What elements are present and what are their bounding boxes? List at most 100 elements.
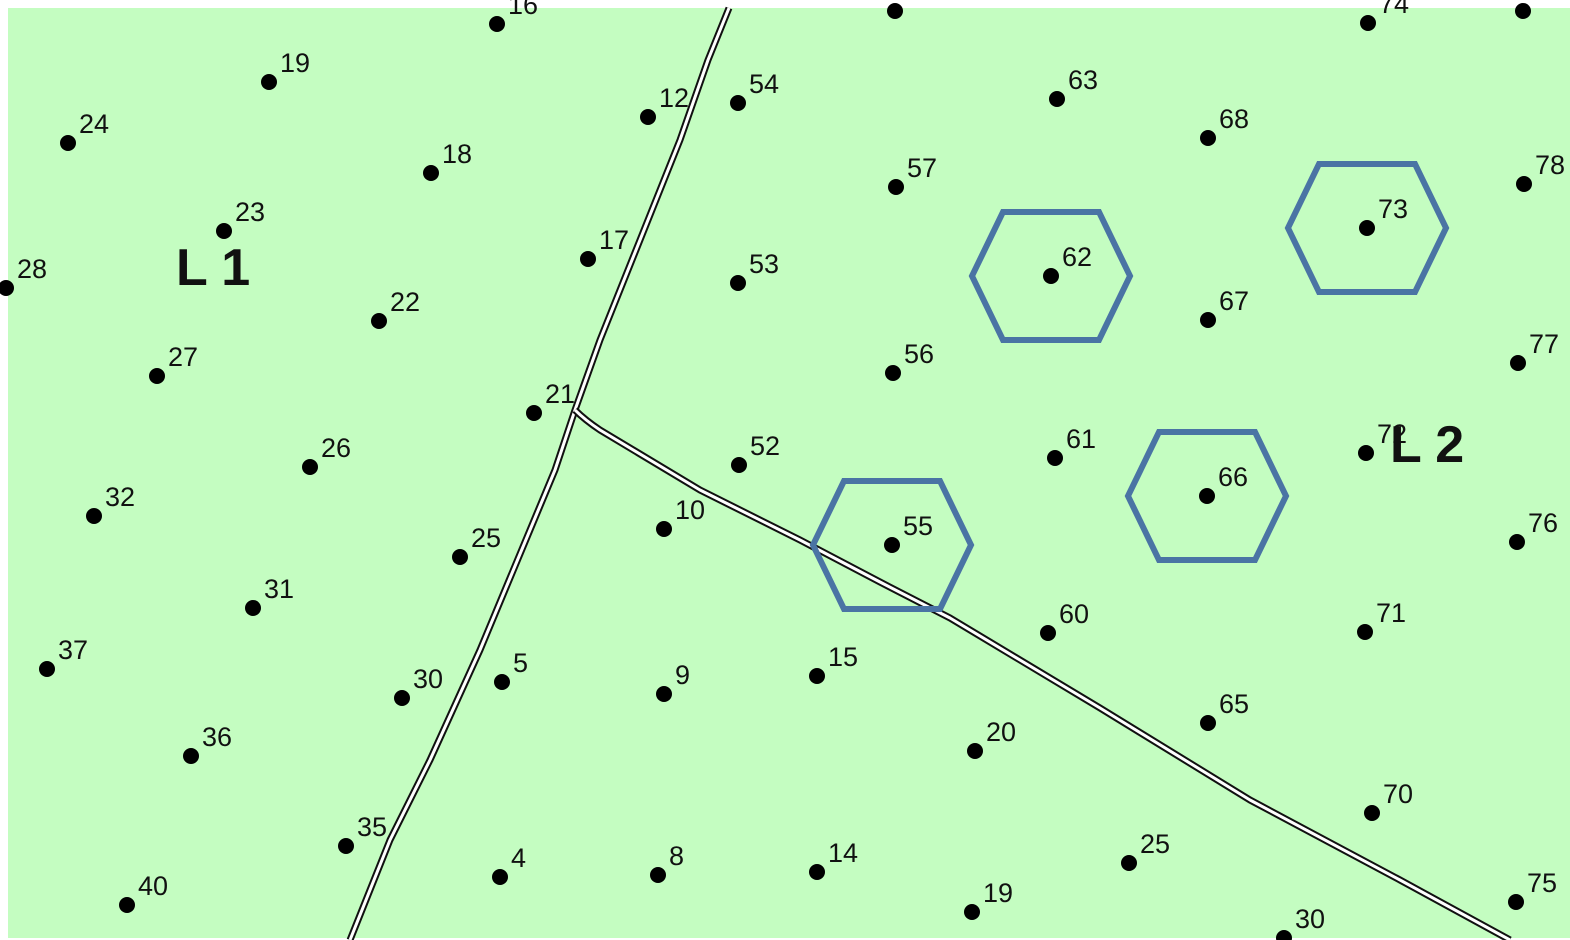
survey-point-p53[interactable]: 53 bbox=[730, 249, 779, 291]
survey-point-p60[interactable]: 60 bbox=[1040, 599, 1089, 641]
survey-point-p14[interactable]: 14 bbox=[809, 838, 858, 880]
survey-point-p67[interactable]: 67 bbox=[1200, 286, 1249, 328]
survey-point-p25a[interactable]: 25 bbox=[452, 523, 501, 565]
point-label: 17 bbox=[599, 225, 629, 255]
point-label: 36 bbox=[202, 722, 232, 752]
survey-point-p12[interactable]: 12 bbox=[640, 83, 689, 125]
survey-point-p72[interactable]: 72 bbox=[1358, 419, 1407, 461]
point-marker bbox=[730, 95, 746, 111]
point-label: 68 bbox=[1219, 104, 1249, 134]
point-marker bbox=[964, 904, 980, 920]
survey-point-p65[interactable]: 65 bbox=[1200, 689, 1249, 731]
point-label: 60 bbox=[1059, 599, 1089, 629]
survey-point-p31[interactable]: 31 bbox=[245, 574, 294, 616]
survey-point-p52[interactable]: 52 bbox=[731, 431, 780, 473]
survey-point-p10[interactable]: 10 bbox=[656, 495, 705, 537]
point-label: 26 bbox=[321, 433, 351, 463]
point-marker bbox=[245, 600, 261, 616]
survey-point-p24[interactable]: 24 bbox=[60, 109, 109, 151]
point-marker bbox=[888, 179, 904, 195]
point-marker bbox=[423, 165, 439, 181]
point-label: 27 bbox=[168, 342, 198, 372]
survey-point-p35[interactable]: 35 bbox=[338, 812, 387, 854]
survey-point-p23[interactable]: 23 bbox=[216, 197, 265, 239]
point-marker bbox=[526, 405, 542, 421]
point-marker bbox=[492, 869, 508, 885]
survey-point-p19a[interactable]: 19 bbox=[261, 48, 310, 90]
point-marker bbox=[809, 864, 825, 880]
survey-point-p25b[interactable]: 25 bbox=[1121, 829, 1170, 871]
point-label: 22 bbox=[390, 287, 420, 317]
survey-point-p18[interactable]: 18 bbox=[423, 139, 472, 181]
point-marker bbox=[489, 16, 505, 32]
road-east-west bbox=[573, 408, 1511, 940]
survey-point-p17[interactable]: 17 bbox=[580, 225, 629, 267]
highlight-hexagon-p73[interactable] bbox=[1284, 161, 1450, 295]
point-marker bbox=[1047, 450, 1063, 466]
point-marker bbox=[887, 3, 903, 19]
highlight-hexagon-p66[interactable] bbox=[1124, 429, 1290, 563]
survey-point-p37[interactable]: 37 bbox=[39, 635, 88, 677]
point-marker bbox=[302, 459, 318, 475]
road-north-south bbox=[348, 7, 731, 940]
survey-point-p75[interactable]: 75 bbox=[1508, 868, 1557, 910]
survey-point-p74[interactable]: 74 bbox=[1360, 0, 1409, 31]
survey-point-p66[interactable]: 66 bbox=[1199, 462, 1248, 504]
survey-point-p78[interactable]: 78 bbox=[1516, 150, 1565, 192]
survey-point-p57[interactable]: 57 bbox=[888, 153, 937, 195]
survey-point-p26[interactable]: 26 bbox=[302, 433, 351, 475]
survey-point-p4[interactable]: 4 bbox=[492, 843, 526, 885]
survey-point-p30b[interactable]: 30 bbox=[1276, 904, 1325, 940]
point-label: 73 bbox=[1378, 194, 1408, 224]
survey-point-p28[interactable]: 28 bbox=[0, 254, 47, 296]
point-marker bbox=[1200, 312, 1216, 328]
survey-point-p27[interactable]: 27 bbox=[149, 342, 198, 384]
survey-point-p19b[interactable]: 19 bbox=[964, 878, 1013, 920]
survey-point-p9[interactable]: 9 bbox=[656, 660, 690, 702]
point-marker bbox=[1364, 805, 1380, 821]
survey-point-p56[interactable]: 56 bbox=[885, 339, 934, 381]
point-marker bbox=[1510, 355, 1526, 371]
point-label: 20 bbox=[986, 717, 1016, 747]
highlight-hexagon-p55[interactable] bbox=[809, 478, 975, 612]
survey-point-p20[interactable]: 20 bbox=[967, 717, 1016, 759]
survey-point-p22[interactable]: 22 bbox=[371, 287, 420, 329]
survey-point-p30a[interactable]: 30 bbox=[394, 664, 443, 706]
survey-point-ptop[interactable] bbox=[887, 3, 903, 19]
survey-point-p54[interactable]: 54 bbox=[730, 69, 779, 111]
survey-point-p55[interactable]: 55 bbox=[884, 511, 933, 553]
survey-point-p5[interactable]: 5 bbox=[494, 648, 528, 690]
survey-point-p40[interactable]: 40 bbox=[119, 871, 168, 913]
point-label: 67 bbox=[1219, 286, 1249, 316]
survey-point-p8[interactable]: 8 bbox=[650, 841, 684, 883]
survey-point-p15[interactable]: 15 bbox=[809, 642, 858, 684]
survey-point-p71[interactable]: 71 bbox=[1357, 598, 1406, 640]
point-marker bbox=[1515, 3, 1531, 19]
survey-point-p63[interactable]: 63 bbox=[1049, 65, 1098, 107]
point-marker bbox=[216, 223, 232, 239]
point-label: 63 bbox=[1068, 65, 1098, 95]
survey-point-p21[interactable]: 21 bbox=[526, 379, 575, 421]
point-label: 24 bbox=[79, 109, 109, 139]
highlight-hexagon-p62[interactable] bbox=[968, 209, 1134, 343]
survey-point-ptopright[interactable] bbox=[1515, 3, 1531, 19]
survey-point-p16[interactable]: 16 bbox=[489, 0, 538, 32]
point-label: 54 bbox=[749, 69, 779, 99]
survey-point-p70[interactable]: 70 bbox=[1364, 779, 1413, 821]
survey-point-p62[interactable]: 62 bbox=[1043, 242, 1092, 284]
survey-point-p68[interactable]: 68 bbox=[1200, 104, 1249, 146]
point-label: 72 bbox=[1377, 419, 1407, 449]
survey-point-p77[interactable]: 77 bbox=[1510, 329, 1559, 371]
point-label: 21 bbox=[545, 379, 575, 409]
point-label: 18 bbox=[442, 139, 472, 169]
survey-point-p73[interactable]: 73 bbox=[1359, 194, 1408, 236]
point-label: 61 bbox=[1066, 424, 1096, 454]
survey-point-p36[interactable]: 36 bbox=[183, 722, 232, 764]
survey-point-p32[interactable]: 32 bbox=[86, 482, 135, 524]
point-marker bbox=[731, 457, 747, 473]
point-marker bbox=[1357, 624, 1373, 640]
point-marker bbox=[1508, 894, 1524, 910]
survey-point-p61[interactable]: 61 bbox=[1047, 424, 1096, 466]
survey-point-p76[interactable]: 76 bbox=[1509, 508, 1558, 550]
